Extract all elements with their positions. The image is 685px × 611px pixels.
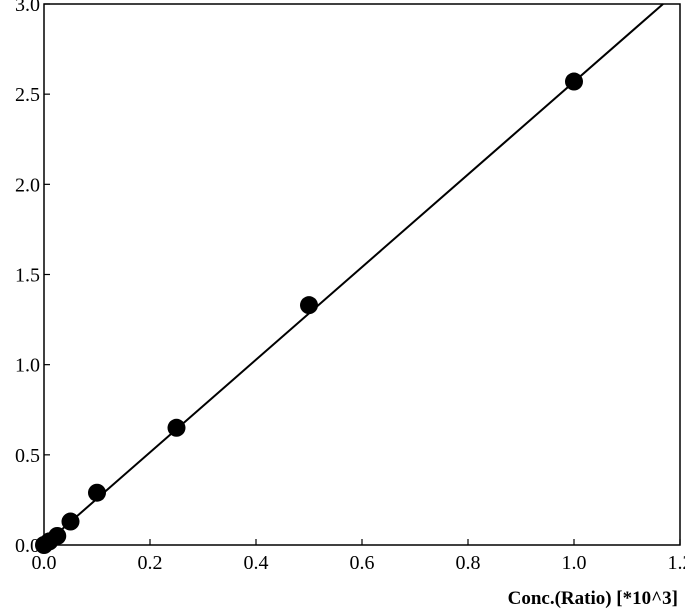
data-point	[300, 296, 318, 315]
y-axis-ticks: 0.0 0.5 1.0 1.5 2.0 2.5 3.0	[15, 0, 50, 557]
data-point	[167, 418, 186, 437]
x-tick-label: 0.8	[456, 552, 481, 574]
x-tick-label: 1.0	[562, 552, 587, 574]
data-points	[35, 72, 583, 554]
x-tick-label: 0.0	[32, 552, 57, 574]
x-axis-label: Conc.(Ratio) [*10^3]	[508, 588, 678, 609]
x-axis-ticks: 0.0 0.2 0.4 0.6 0.8 1.0 1.2	[32, 539, 685, 574]
y-tick-label: 0.5	[15, 445, 40, 467]
y-tick-label: 3.0	[15, 0, 40, 16]
y-tick-label: 1.0	[15, 355, 40, 377]
x-tick-label: 0.4	[244, 552, 269, 574]
fit-line	[43, 3, 664, 546]
y-tick-label: 0.0	[15, 535, 40, 557]
data-point	[48, 526, 67, 545]
y-tick-label: 2.0	[15, 174, 40, 196]
x-tick-label: 0.2	[138, 552, 163, 574]
y-tick-label: 2.5	[15, 84, 40, 106]
fit-line-group	[43, 3, 664, 546]
data-point	[565, 72, 583, 91]
x-tick-label: 1.2	[668, 552, 685, 574]
data-point	[61, 512, 80, 531]
x-tick-label: 0.6	[350, 552, 375, 574]
data-point	[88, 483, 106, 502]
y-tick-label: 1.5	[15, 265, 40, 287]
plot-frame	[43, 3, 681, 546]
